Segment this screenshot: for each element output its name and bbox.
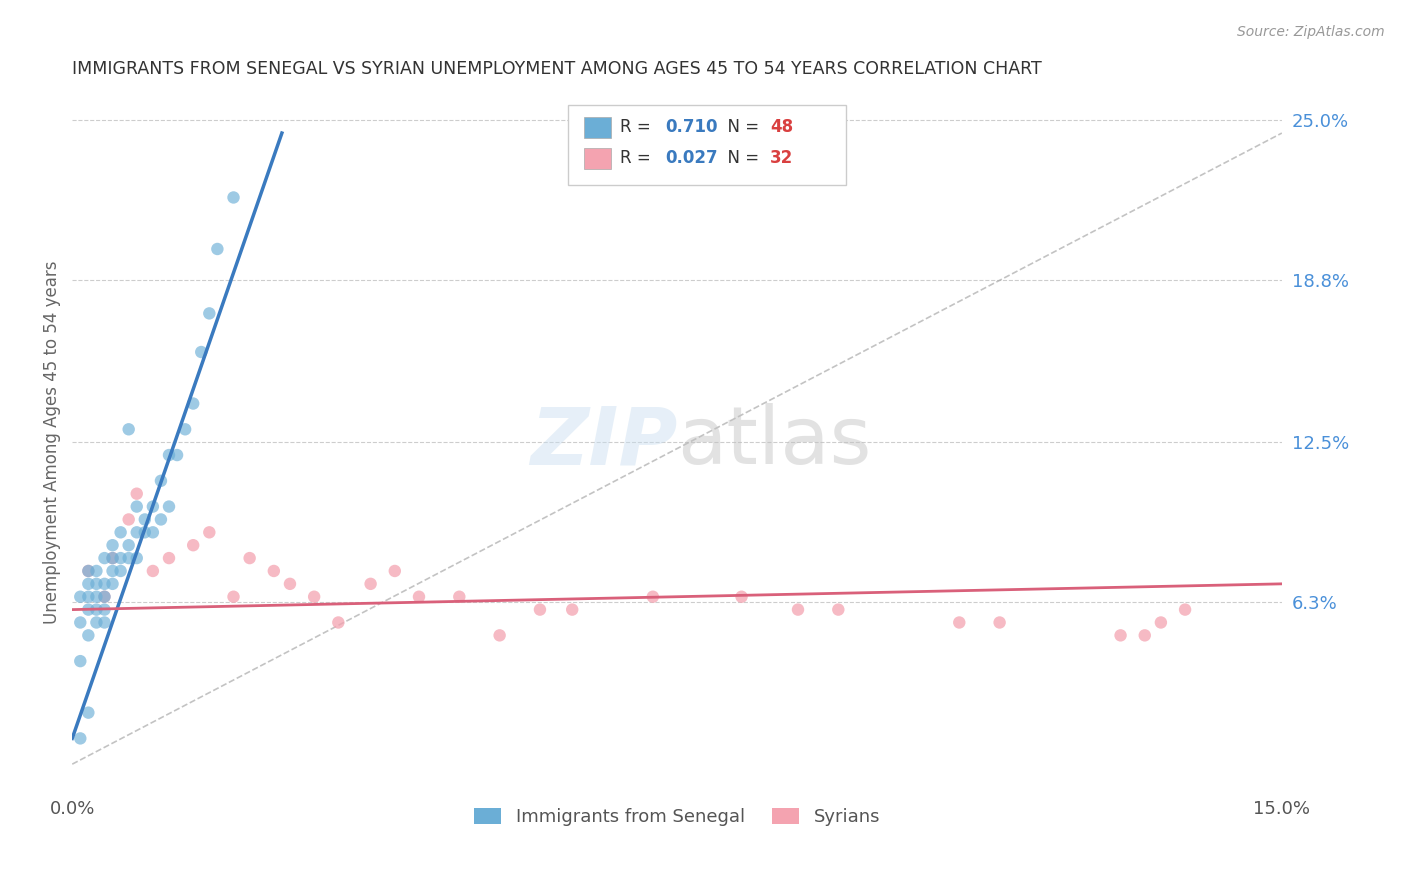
Point xyxy=(86,564,108,578)
Point xyxy=(69,654,91,668)
Point xyxy=(93,577,115,591)
Point xyxy=(69,615,91,630)
Point xyxy=(328,615,350,630)
Point xyxy=(86,615,108,630)
FancyBboxPatch shape xyxy=(568,105,846,185)
FancyBboxPatch shape xyxy=(583,118,610,138)
Point xyxy=(181,396,204,410)
Point xyxy=(157,448,180,462)
Text: N =: N = xyxy=(717,149,765,167)
Text: R =: R = xyxy=(620,118,657,136)
Point xyxy=(207,242,229,256)
Point xyxy=(181,538,204,552)
Point xyxy=(110,564,132,578)
Point xyxy=(488,628,510,642)
Point xyxy=(93,551,115,566)
Point xyxy=(93,615,115,630)
Point xyxy=(86,577,108,591)
Point xyxy=(101,538,124,552)
Point xyxy=(302,590,325,604)
Point xyxy=(125,551,148,566)
Text: 32: 32 xyxy=(770,149,793,167)
Point xyxy=(384,564,406,578)
Point xyxy=(118,422,141,436)
Point xyxy=(110,551,132,566)
Text: atlas: atlas xyxy=(678,403,872,481)
Point xyxy=(1109,628,1132,642)
Point xyxy=(77,706,100,720)
Point xyxy=(134,512,156,526)
Point xyxy=(101,577,124,591)
Text: 0.710: 0.710 xyxy=(665,118,717,136)
Point xyxy=(142,564,165,578)
Point xyxy=(190,345,212,359)
Point xyxy=(1150,615,1173,630)
Text: Source: ZipAtlas.com: Source: ZipAtlas.com xyxy=(1237,25,1385,39)
Text: R =: R = xyxy=(620,149,657,167)
Point xyxy=(157,551,180,566)
Point xyxy=(125,500,148,514)
Point xyxy=(77,564,100,578)
Point xyxy=(157,500,180,514)
Text: N =: N = xyxy=(717,118,765,136)
Point xyxy=(239,551,262,566)
Point xyxy=(142,500,165,514)
Point xyxy=(198,306,221,320)
Point xyxy=(86,590,108,604)
Point xyxy=(77,602,100,616)
Point xyxy=(93,590,115,604)
Point xyxy=(827,602,849,616)
Point xyxy=(198,525,221,540)
Point xyxy=(118,512,141,526)
Point xyxy=(166,448,188,462)
Point xyxy=(222,590,245,604)
Point xyxy=(561,602,583,616)
Point xyxy=(360,577,382,591)
Point xyxy=(948,615,970,630)
Point xyxy=(149,474,172,488)
Point xyxy=(77,564,100,578)
Point xyxy=(93,590,115,604)
Point xyxy=(118,538,141,552)
Point xyxy=(1174,602,1197,616)
Point xyxy=(222,190,245,204)
Point xyxy=(77,628,100,642)
Point xyxy=(110,525,132,540)
Point xyxy=(69,590,91,604)
Point xyxy=(263,564,285,578)
Point xyxy=(69,731,91,746)
Point xyxy=(278,577,301,591)
Point xyxy=(86,602,108,616)
Point xyxy=(149,512,172,526)
Legend: Immigrants from Senegal, Syrians: Immigrants from Senegal, Syrians xyxy=(467,800,887,833)
Point xyxy=(449,590,471,604)
Point xyxy=(93,602,115,616)
Text: IMMIGRANTS FROM SENEGAL VS SYRIAN UNEMPLOYMENT AMONG AGES 45 TO 54 YEARS CORRELA: IMMIGRANTS FROM SENEGAL VS SYRIAN UNEMPL… xyxy=(72,60,1042,78)
Point xyxy=(1133,628,1156,642)
Point xyxy=(125,525,148,540)
Point xyxy=(787,602,810,616)
Point xyxy=(101,551,124,566)
Point xyxy=(529,602,551,616)
Point xyxy=(408,590,430,604)
FancyBboxPatch shape xyxy=(583,148,610,169)
Point xyxy=(77,577,100,591)
Point xyxy=(142,525,165,540)
Point xyxy=(125,486,148,500)
Point xyxy=(101,551,124,566)
Point xyxy=(101,564,124,578)
Text: 48: 48 xyxy=(770,118,793,136)
Point xyxy=(134,525,156,540)
Point xyxy=(174,422,197,436)
Text: ZIP: ZIP xyxy=(530,403,678,481)
Y-axis label: Unemployment Among Ages 45 to 54 years: Unemployment Among Ages 45 to 54 years xyxy=(44,260,60,624)
Point xyxy=(988,615,1011,630)
Point xyxy=(118,551,141,566)
Point xyxy=(641,590,664,604)
Text: 0.027: 0.027 xyxy=(665,149,717,167)
Point xyxy=(730,590,752,604)
Point xyxy=(77,590,100,604)
